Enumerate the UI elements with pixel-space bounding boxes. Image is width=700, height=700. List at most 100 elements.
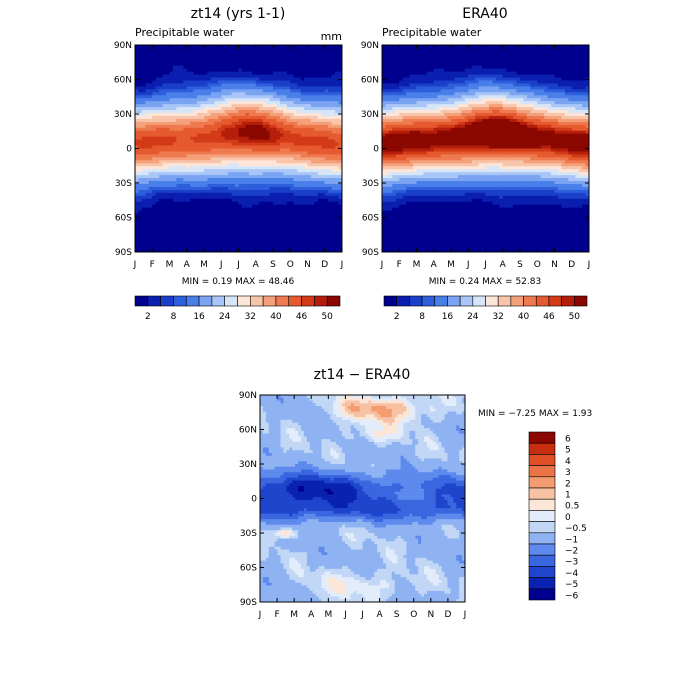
field-cell — [135, 127, 140, 132]
field-cell — [310, 228, 315, 232]
field-cell — [283, 53, 288, 58]
field-cell — [530, 71, 535, 76]
field-cell — [224, 98, 229, 102]
field-cell — [297, 148, 302, 153]
field-cell — [423, 62, 428, 67]
field-cell — [324, 133, 329, 138]
field-cell — [279, 175, 284, 179]
field-cell — [286, 213, 291, 218]
field-cell — [186, 225, 191, 229]
field-cell — [231, 65, 236, 70]
field-cell — [314, 175, 319, 179]
field-cell — [148, 89, 153, 93]
field-cell — [138, 104, 143, 108]
field-cell — [252, 207, 257, 212]
field-cell — [324, 68, 329, 73]
field-cell — [447, 65, 452, 70]
field-cell — [221, 231, 226, 235]
field-cell — [159, 113, 164, 117]
field-cell — [307, 148, 312, 153]
field-cell — [262, 157, 267, 161]
field-cell — [179, 207, 184, 212]
field-cell — [176, 219, 181, 224]
field-cell — [290, 62, 295, 67]
field-cell — [286, 62, 291, 67]
field-cell — [395, 74, 400, 79]
field-cell — [310, 163, 315, 167]
field-cell — [207, 133, 212, 138]
field-cell — [279, 201, 284, 206]
field-cell — [300, 92, 305, 96]
field-cell — [310, 95, 315, 99]
field-cell — [193, 216, 198, 221]
field-cell — [276, 163, 281, 167]
field-cell — [138, 127, 143, 132]
field-cell — [317, 47, 322, 52]
field-cell — [214, 183, 219, 188]
field-cell — [317, 74, 322, 79]
field-cell — [321, 189, 326, 194]
field-cell — [138, 95, 143, 99]
field-cell — [235, 71, 240, 76]
field-cell — [248, 246, 253, 250]
field-cell — [252, 183, 257, 188]
field-cell — [331, 166, 336, 170]
field-cell — [183, 68, 188, 73]
field-cell — [262, 172, 267, 176]
field-cell — [204, 163, 209, 167]
field-cell — [310, 145, 315, 150]
field-cell — [172, 56, 177, 61]
field-cell — [228, 47, 233, 52]
field-cell — [197, 142, 202, 147]
field-cell — [141, 204, 146, 209]
field-cell — [338, 89, 342, 93]
field-cell — [221, 142, 226, 147]
field-cell — [152, 56, 157, 61]
field-cell — [283, 231, 288, 235]
field-cell — [568, 53, 573, 58]
field-cell — [502, 47, 507, 52]
field-cell — [262, 115, 267, 120]
field-cell — [228, 172, 233, 176]
field-cell — [262, 59, 267, 64]
field-cell — [413, 47, 418, 52]
field-cell — [186, 157, 191, 161]
field-cell — [169, 216, 174, 221]
field-cell — [557, 47, 562, 52]
field-cell — [152, 118, 157, 123]
field-cell — [293, 107, 298, 111]
field-cell — [179, 160, 184, 164]
field-cell — [186, 62, 191, 67]
field-cell — [304, 228, 309, 232]
field-cell — [290, 157, 295, 161]
field-cell — [276, 225, 281, 229]
field-cell — [317, 249, 322, 252]
field-cell — [224, 45, 229, 49]
field-cell — [241, 181, 246, 185]
field-cell — [252, 121, 257, 126]
field-cell — [259, 71, 264, 76]
field-cell — [557, 74, 562, 79]
field-cell — [145, 50, 150, 55]
field-cell — [419, 71, 424, 76]
field-cell — [235, 98, 240, 102]
field-cell — [307, 83, 312, 87]
field-cell — [273, 74, 278, 79]
field-cell — [461, 71, 466, 76]
field-cell — [145, 151, 150, 156]
field-cell — [395, 56, 400, 61]
field-cell — [419, 74, 424, 79]
field-cell — [186, 163, 191, 167]
field-cell — [148, 201, 153, 206]
field-cell — [241, 154, 246, 158]
field-cell — [193, 47, 198, 52]
field-cell — [135, 68, 140, 73]
field-cell — [228, 62, 233, 67]
field-cell — [293, 53, 298, 58]
field-cell — [221, 210, 226, 215]
field-cell — [148, 166, 153, 170]
field-cell — [324, 110, 329, 114]
field-cell — [186, 104, 191, 108]
field-cell — [382, 74, 387, 79]
field-cell — [159, 77, 164, 82]
